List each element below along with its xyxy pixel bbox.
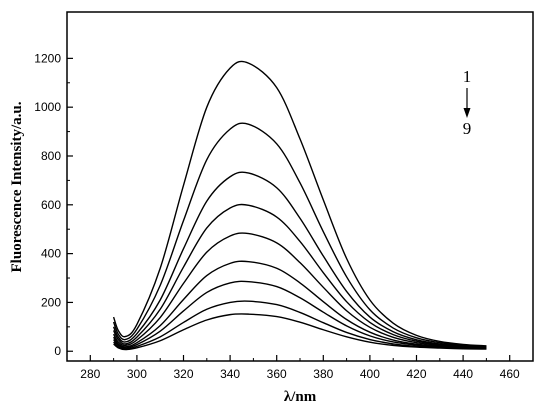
annotation-end-label: 9 xyxy=(463,119,472,138)
series-line-5 xyxy=(112,232,487,349)
series-line-2 xyxy=(112,122,487,348)
x-tick-label: 460 xyxy=(500,367,520,381)
annotation-start-label: 1 xyxy=(463,67,472,86)
annotation-arrow-head xyxy=(463,108,471,118)
y-axis-title: Fluorescence Intensity/a.u. xyxy=(9,101,25,272)
series-line-9 xyxy=(113,313,487,351)
y-tick-label: 800 xyxy=(41,149,61,163)
series-line-4 xyxy=(112,203,487,349)
plot-frame xyxy=(66,11,534,362)
y-axis-ticks: 0 200 400 600 800 1000 1200 xyxy=(34,51,73,358)
x-tick-label: 300 xyxy=(127,367,147,381)
x-tick-label: 400 xyxy=(360,367,380,381)
series-order-annotation: 1 9 xyxy=(463,67,472,138)
series-line-6 xyxy=(113,260,487,349)
series-line-3 xyxy=(112,171,487,348)
x-axis-title: λ/nm xyxy=(284,389,317,405)
y-tick-label: 200 xyxy=(41,295,61,309)
series-line-1 xyxy=(112,60,487,347)
x-tick-label: 320 xyxy=(173,367,193,381)
y-tick-label: 400 xyxy=(41,247,61,261)
y-tick-label: 0 xyxy=(54,344,61,358)
y-tick-label: 600 xyxy=(41,198,61,212)
x-tick-label: 360 xyxy=(267,367,287,381)
x-tick-label: 280 xyxy=(80,367,100,381)
series-layer xyxy=(112,60,487,351)
x-tick-label: 420 xyxy=(406,367,426,381)
x-tick-label: 380 xyxy=(313,367,333,381)
series-line-8 xyxy=(113,300,487,350)
series-line-7 xyxy=(113,280,487,350)
x-tick-label: 340 xyxy=(220,367,240,381)
x-tick-label: 440 xyxy=(453,367,473,381)
y-tick-label: 1200 xyxy=(34,51,61,65)
x-axis-ticks: 280 300 320 340 360 380 400 420 440 460 xyxy=(80,355,520,381)
y-tick-label: 1000 xyxy=(34,100,61,114)
